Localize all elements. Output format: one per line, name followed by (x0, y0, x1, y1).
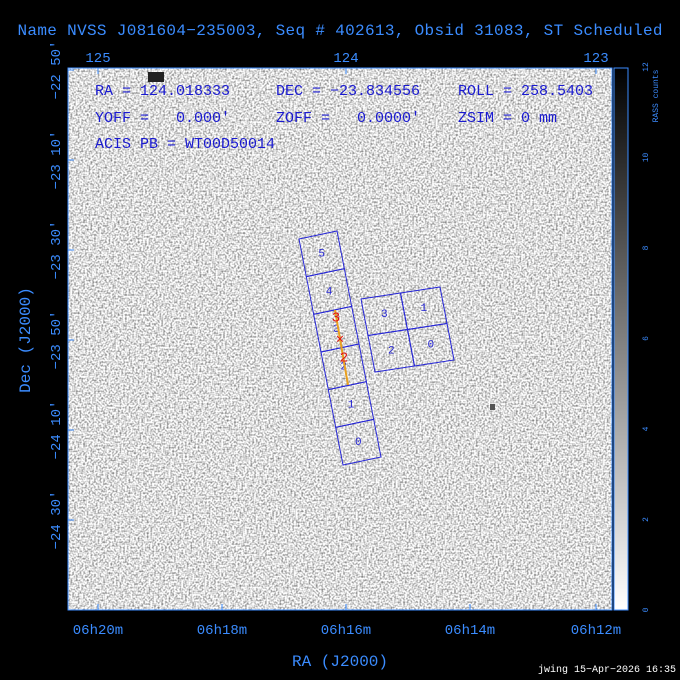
left-tick-label: −22 50' (49, 41, 65, 100)
marker-label: 2 (340, 351, 348, 367)
colorbar-tick-label: 2 (642, 517, 651, 522)
title: Name NVSS J081604−235003, Seq # 402613, … (18, 22, 663, 40)
ra-info: RA = 124.018333 (95, 83, 230, 100)
chip-label: 1 (348, 399, 355, 411)
left-tick-label: −24 10' (49, 401, 65, 460)
frame (67, 67, 613, 611)
dec-info: DEC = −23.834556 (276, 83, 420, 100)
chip (406, 322, 455, 367)
chip-label: 2 (388, 346, 395, 358)
colorbar-tick-label: 10 (642, 153, 651, 163)
source (490, 404, 495, 410)
top-tick-label: 123 (583, 51, 608, 67)
top-tick-label: 124 (333, 51, 358, 67)
bottom-tick-label: 06h16m (321, 623, 371, 639)
chip (335, 418, 382, 466)
left-tick-label: −23 50' (49, 311, 65, 370)
aimpoint-track (334, 309, 349, 386)
roll-info: ROLL = 258.5403 (458, 83, 593, 100)
chip-label: 4 (326, 286, 333, 298)
x-axis-label: RA (J2000) (292, 653, 388, 671)
bottom-tick-label: 06h18m (197, 623, 247, 639)
chip-label: 3 (381, 309, 388, 321)
colorbar-label: RASS counts (652, 69, 661, 122)
chip-label: 3 (333, 324, 340, 336)
bottom-tick-label: 06h20m (73, 623, 123, 639)
acis-info: ACIS PB = WT00D50014 (95, 136, 275, 153)
left-tick-label: −23 10' (49, 131, 65, 190)
top-tick-label: 125 (85, 51, 110, 67)
left-tick-label: −24 30' (49, 491, 65, 550)
chip-label: 0 (427, 340, 434, 352)
colorbar-tick-label: 0 (642, 607, 651, 612)
y-axis-label: Dec (J2000) (17, 287, 35, 393)
target-cross: × (336, 333, 344, 349)
bottom-tick-label: 06h14m (445, 623, 495, 639)
footer: jwing 15−Apr−2026 16:35 (538, 664, 676, 676)
bottom-tick-label: 06h12m (571, 623, 621, 639)
chip-label: 0 (355, 437, 362, 449)
colorbar-tick-label: 4 (642, 426, 651, 431)
chip-label: 1 (420, 303, 427, 315)
marker-label: 3 (332, 311, 340, 327)
source (148, 72, 164, 82)
zsim-info: ZSIM = 0 mm (458, 110, 557, 127)
colorbar-tick-label: 12 (642, 62, 651, 72)
colorbar (613, 67, 629, 611)
colorbar-tick-label: 8 (642, 245, 651, 250)
left-tick-label: −23 30' (49, 221, 65, 280)
zoff-info: ZOFF = 0.0000' (276, 110, 420, 127)
colorbar-tick-label: 6 (642, 336, 651, 341)
chip-label: 5 (318, 249, 325, 261)
chip-label: 2 (340, 362, 347, 374)
yoff-info: YOFF = 0.000' (95, 110, 230, 127)
chip-layout: 5 4 3 2 1 0 3 1 2 0 (298, 230, 455, 466)
